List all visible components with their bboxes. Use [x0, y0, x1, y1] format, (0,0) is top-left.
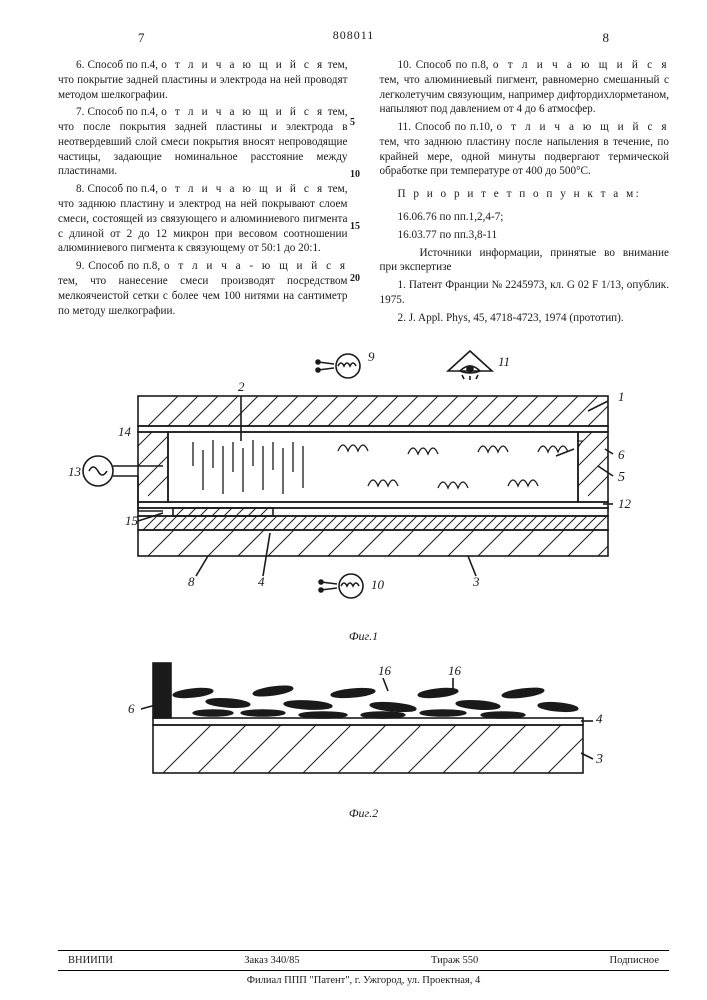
- svg-text:4: 4: [258, 574, 265, 589]
- line-number-markers: 5 10 15 20: [350, 118, 360, 326]
- priority-date-1: 16.06.76 по пп.1,2,4-7;: [380, 210, 670, 225]
- footer-tirazh: Тираж 550: [431, 955, 478, 966]
- priority-date-2: 16.03.77 по пп.3,8-11: [380, 228, 670, 243]
- svg-text:16: 16: [448, 663, 462, 678]
- figure-2-caption: Фиг.2: [58, 806, 669, 821]
- footer-org: ВНИИПИ: [68, 955, 113, 966]
- right-column: 10. Способ по п.8, о т л и ч а ю щ и й с…: [380, 58, 670, 329]
- svg-text:8: 8: [188, 574, 195, 589]
- claim-10: 10. Способ по п.8, о т л и ч а ю щ и й с…: [380, 58, 670, 117]
- footer-branch: Филиал ППП "Патент", г. Ужгород, ул. Про…: [58, 970, 669, 986]
- text-columns: 6. Способ по п.4, о т л и ч а ю щ и й с …: [58, 58, 669, 329]
- svg-text:4: 4: [596, 711, 603, 726]
- sources-label: Источники информации, принятые во вниман…: [380, 246, 670, 276]
- svg-text:10: 10: [371, 577, 385, 592]
- footer: ВНИИПИ Заказ 340/85 Тираж 550 Подписное …: [58, 946, 669, 986]
- svg-text:13: 13: [68, 464, 82, 479]
- svg-text:15: 15: [125, 513, 139, 528]
- claim-6: 6. Способ по п.4, о т л и ч а ю щ и й с …: [58, 58, 348, 102]
- svg-text:16: 16: [378, 663, 392, 678]
- claim-7: 7. Способ по п.4, о т л и ч а ю щ и й с …: [58, 105, 348, 179]
- source-1: 1. Патент Франции № 2245973, кл. G 02 F …: [380, 278, 670, 308]
- figure-2: 6 16 16 4 3: [58, 658, 658, 798]
- priority-label: П р и о р и т е т п о п у н к т а м:: [380, 187, 670, 202]
- svg-text:11: 11: [498, 354, 510, 369]
- claim-9: 9. Способ по п.8, о т л и ч а - ю щ и й …: [58, 259, 348, 318]
- svg-text:6: 6: [128, 701, 135, 716]
- svg-text:3: 3: [472, 574, 480, 589]
- svg-text:7: 7: [576, 437, 583, 452]
- page-number-right: 8: [603, 30, 610, 46]
- document-number: 808011: [333, 28, 375, 43]
- figure-1-caption: Фиг.1: [58, 629, 669, 644]
- source-2: 2. J. Appl. Phys, 45, 4718-4723, 1974 (п…: [380, 311, 670, 326]
- footer-order: Заказ 340/85: [244, 955, 299, 966]
- claim-11: 11. Способ по п.10, о т л и ч а ю щ и й …: [380, 120, 670, 179]
- svg-text:9: 9: [368, 349, 375, 364]
- svg-text:6: 6: [618, 447, 625, 462]
- svg-text:14: 14: [118, 424, 132, 439]
- page-number-left: 7: [138, 30, 145, 46]
- svg-text:5: 5: [618, 470, 625, 485]
- svg-text:2: 2: [238, 379, 245, 394]
- figure-1: 9 11: [58, 341, 658, 621]
- claim-8: 8. Способ по п.4, о т л и ч а ю щ и й с …: [58, 182, 348, 256]
- left-column: 6. Способ по п.4, о т л и ч а ю щ и й с …: [58, 58, 348, 329]
- svg-text:1: 1: [618, 389, 625, 404]
- svg-text:3: 3: [595, 752, 603, 767]
- footer-sign: Подписное: [610, 955, 659, 966]
- svg-text:12: 12: [618, 496, 632, 511]
